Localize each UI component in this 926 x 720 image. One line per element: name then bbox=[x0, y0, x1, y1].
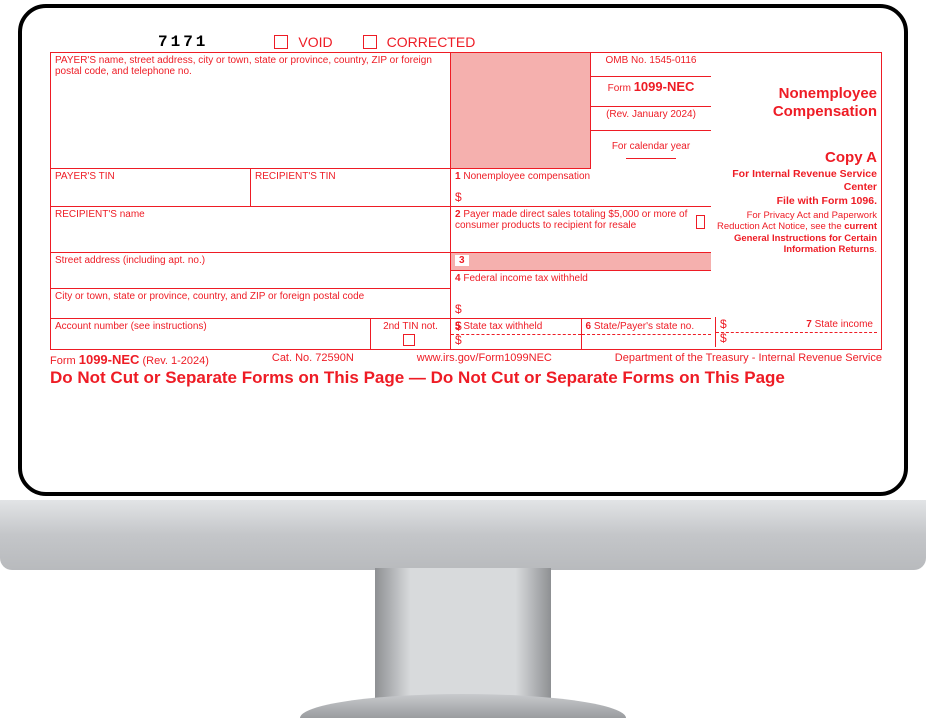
void-checkbox[interactable] bbox=[274, 35, 288, 49]
corrected-checkbox[interactable] bbox=[363, 35, 377, 49]
footer-form: Form 1099-NEC (Rev. 1-2024) bbox=[50, 352, 209, 367]
copy-a-label: Copy A bbox=[715, 149, 877, 166]
monitor-stand-base bbox=[300, 694, 626, 718]
monitor-bezel bbox=[0, 500, 926, 570]
box7-dash bbox=[716, 332, 877, 333]
privacy-notice: For Privacy Act and Paperwork Reduction … bbox=[715, 210, 877, 256]
monitor-stand-neck bbox=[375, 568, 551, 698]
left-column: PAYER'S name, street address, city or to… bbox=[51, 53, 451, 349]
privacy-3: . bbox=[874, 244, 877, 255]
form-number-box: Form 1099-NEC bbox=[591, 77, 711, 107]
box6-label: State/Payer's state no. bbox=[591, 321, 694, 332]
form-1099-nec: 7171 VOID CORRECTED PAYER'S name, street… bbox=[50, 32, 882, 388]
ocr-code: 7171 bbox=[158, 33, 208, 51]
box6-dash bbox=[582, 334, 712, 335]
box4-dollar: $ bbox=[455, 302, 462, 316]
title-line2: Compensation bbox=[715, 103, 877, 121]
footer-dept: Department of the Treasury - Internal Re… bbox=[615, 352, 882, 367]
form-number: 1099-NEC bbox=[634, 79, 695, 94]
footer-row: Form 1099-NEC (Rev. 1-2024) Cat. No. 725… bbox=[50, 350, 882, 369]
do-not-cut-warning: Do Not Cut or Separate Forms on This Pag… bbox=[50, 369, 882, 388]
box1-dollar: $ bbox=[455, 190, 462, 204]
box2-label: Payer made direct sales totaling $5,000 … bbox=[455, 209, 687, 231]
second-tin-box[interactable]: 2nd TIN not. bbox=[371, 319, 451, 349]
box-6-state-no[interactable]: 6 State/Payer's state no. bbox=[582, 319, 712, 349]
box2-checkbox[interactable] bbox=[696, 215, 705, 229]
middle-column: OMB No. 1545-0116 Form 1099-NEC (Rev. Ja… bbox=[451, 53, 711, 349]
box-2-direct-sales[interactable]: 2 Payer made direct sales totaling $5,00… bbox=[451, 207, 711, 253]
form-prefix: Form bbox=[608, 83, 634, 94]
footer-url: www.irs.gov/Form1099NEC bbox=[417, 352, 552, 367]
irs-center-label: For Internal Revenue Service Center bbox=[715, 168, 877, 193]
box5-dash bbox=[451, 334, 581, 335]
street-address-box[interactable]: Street address (including apt. no.) bbox=[51, 253, 451, 289]
city-box[interactable]: City or town, state or province, country… bbox=[51, 289, 451, 319]
right-column: Nonemployee Compensation Copy A For Inte… bbox=[711, 53, 881, 349]
file-with-1096: File with Form 1096. bbox=[715, 195, 877, 208]
second-tin-checkbox[interactable] bbox=[403, 334, 415, 346]
omb-number: OMB No. 1545-0116 bbox=[591, 53, 711, 77]
calendar-year-label: For calendar year bbox=[612, 141, 690, 152]
box-7-state-income[interactable]: 7 State income $ $ bbox=[715, 317, 877, 347]
footer-rev: (Rev. 1-2024) bbox=[139, 355, 209, 367]
calendar-year-box[interactable]: For calendar year bbox=[591, 131, 711, 169]
box-5-state-tax[interactable]: 5 State tax withheld $ $ bbox=[451, 319, 582, 349]
second-tin-label: 2nd TIN not. bbox=[383, 321, 438, 332]
recipient-tin-box[interactable]: RECIPIENT'S TIN bbox=[251, 169, 451, 207]
box7-dollar1: $ bbox=[720, 317, 727, 331]
form-grid: PAYER'S name, street address, city or to… bbox=[50, 52, 882, 350]
title-line1: Nonemployee bbox=[715, 85, 877, 103]
box4-label: Federal income tax withheld bbox=[461, 273, 588, 284]
screen: 7171 VOID CORRECTED PAYER'S name, street… bbox=[18, 4, 908, 496]
form-title: Nonemployee Compensation bbox=[715, 55, 877, 121]
recipient-name-box[interactable]: RECIPIENT'S name bbox=[51, 207, 451, 253]
box5-dollar2: $ bbox=[455, 333, 462, 347]
box7-dollar2: $ bbox=[720, 331, 727, 345]
box5-label: State tax withheld bbox=[461, 321, 543, 332]
revision-date: (Rev. January 2024) bbox=[591, 107, 711, 131]
box-1-nonemployee-comp[interactable]: 1 Nonemployee compensation $ bbox=[451, 169, 711, 207]
footer-form-no: 1099-NEC bbox=[79, 352, 140, 367]
year-underline bbox=[626, 158, 676, 159]
monitor-frame: 7171 VOID CORRECTED PAYER'S name, street… bbox=[0, 0, 926, 720]
shaded-box-top bbox=[451, 53, 591, 169]
box-3-shaded: 3 bbox=[451, 253, 711, 271]
box7-label: State income bbox=[812, 319, 873, 330]
box-4-fed-tax[interactable]: 4 Federal income tax withheld $ bbox=[451, 271, 711, 319]
void-label: VOID bbox=[298, 34, 332, 50]
footer-cat-no: Cat. No. 72590N bbox=[272, 352, 354, 367]
footer-form-prefix: Form bbox=[50, 355, 79, 367]
payer-info-box[interactable]: PAYER'S name, street address, city or to… bbox=[51, 53, 451, 169]
top-checkbox-row: 7171 VOID CORRECTED bbox=[50, 32, 882, 52]
box1-label: Nonemployee compensation bbox=[461, 171, 591, 182]
box5-dollar1: $ bbox=[455, 319, 462, 333]
corrected-label: CORRECTED bbox=[387, 34, 476, 50]
payer-tin-box[interactable]: PAYER'S TIN bbox=[51, 169, 251, 207]
account-number-box[interactable]: Account number (see instructions) bbox=[51, 319, 371, 349]
box3-num: 3 bbox=[455, 255, 469, 266]
